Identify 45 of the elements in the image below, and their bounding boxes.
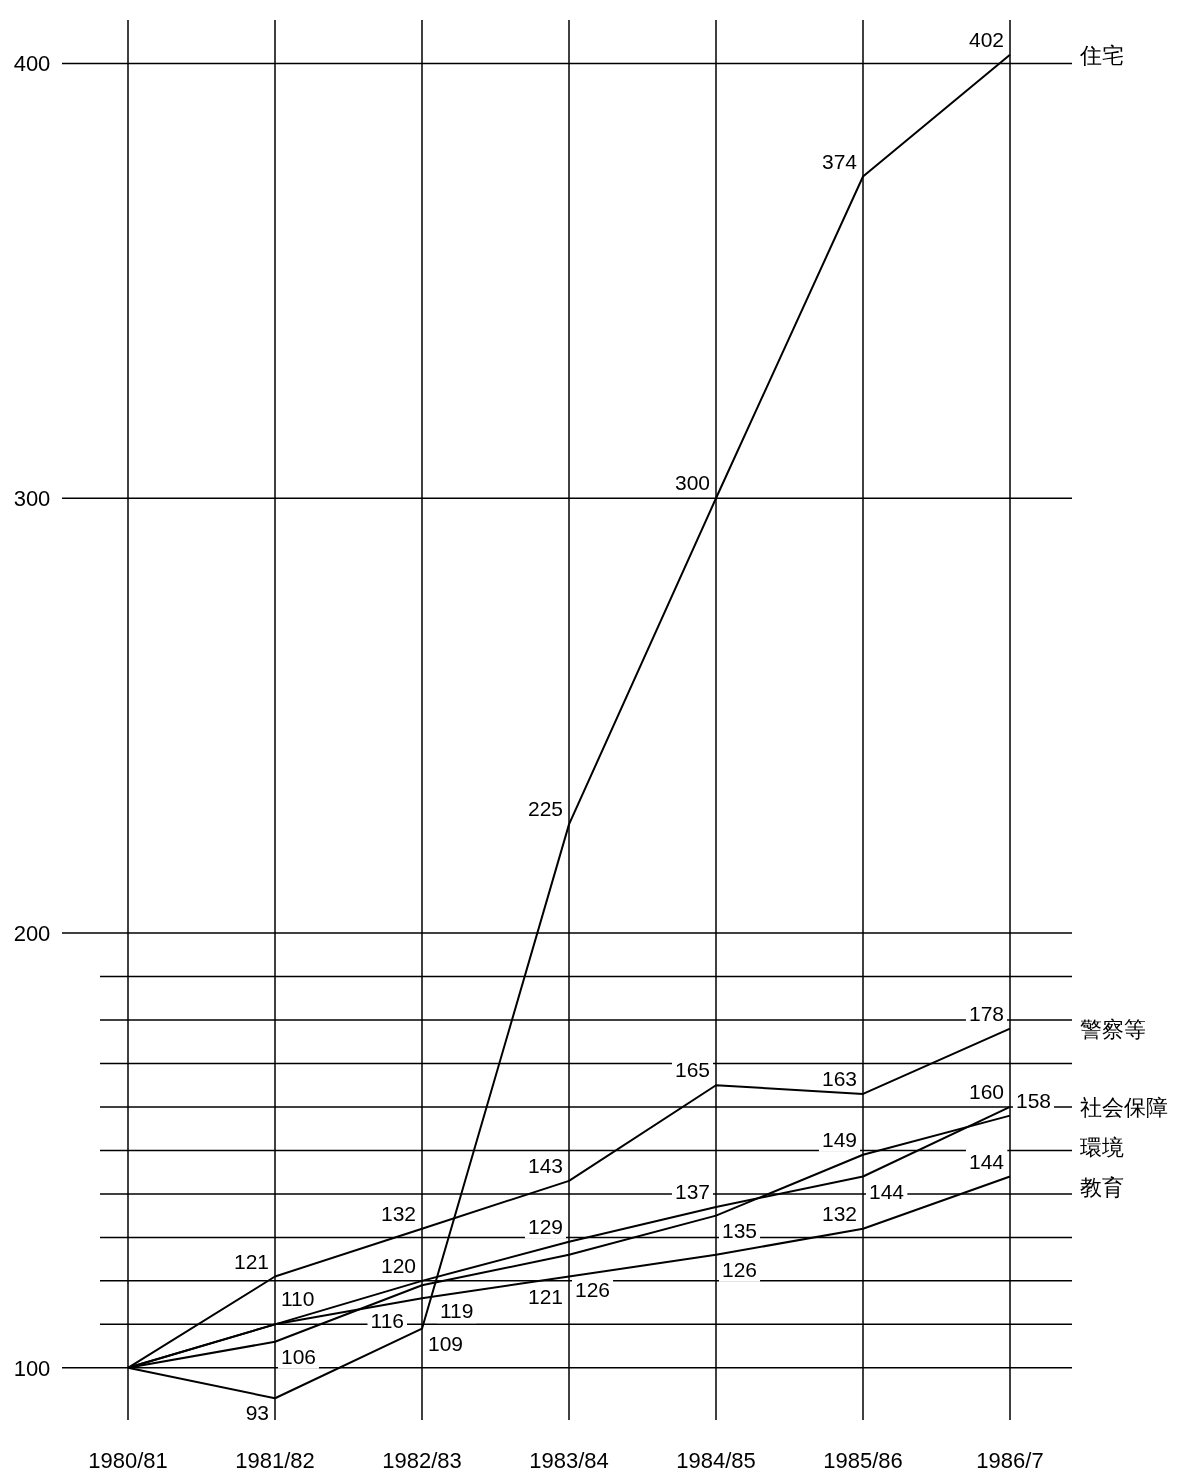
data-label: 300 [674, 471, 710, 495]
data-label: 132 [380, 1201, 416, 1225]
data-label: 110 [281, 1287, 315, 1311]
x-tick-label: 1985/86 [823, 1448, 903, 1473]
x-tick-label: 1986/7 [976, 1448, 1044, 1473]
x-tick-label: 1982/83 [382, 1448, 462, 1473]
y-tick-label: 100 [13, 1355, 51, 1381]
data-label: 165 [674, 1058, 710, 1082]
text: 社会保障 [1080, 1094, 1168, 1120]
data-label: 160 [968, 1079, 1004, 1103]
x-tick-label: 1981/82 [235, 1448, 315, 1473]
data-label: 129 [527, 1214, 563, 1238]
data-label: 121 [527, 1284, 563, 1308]
data-label: 374 [821, 149, 858, 173]
data-label: 116 [370, 1309, 404, 1333]
y-tick-label: 300 [13, 486, 51, 512]
data-label: 135 [722, 1218, 758, 1242]
data-label: 119 [440, 1299, 474, 1323]
data-label: 126 [575, 1277, 611, 1301]
data-label: 143 [527, 1153, 563, 1177]
data-label: 402 [968, 27, 1004, 51]
data-label: 120 [380, 1253, 416, 1277]
data-label: 163 [821, 1066, 857, 1090]
data-label: 137 [674, 1179, 710, 1203]
data-label: 126 [722, 1257, 758, 1281]
data-label: 109 [428, 1331, 464, 1355]
text: 環境 [1080, 1134, 1124, 1160]
data-label: 149 [821, 1127, 857, 1151]
data-label: 178 [968, 1001, 1004, 1025]
x-tick-label: 1983/84 [529, 1448, 609, 1473]
data-label: 132 [821, 1201, 857, 1225]
text: 教育 [1080, 1174, 1124, 1200]
data-label: 225 [527, 797, 563, 821]
x-tick-label: 1980/81 [88, 1448, 168, 1473]
data-label: 106 [281, 1344, 317, 1368]
y-tick-label: 200 [13, 921, 51, 947]
data-label: 121 [233, 1249, 269, 1273]
data-label: 158 [1016, 1088, 1052, 1112]
text: 警察等 [1080, 1016, 1146, 1042]
data-label: 144 [869, 1179, 905, 1203]
text: 住宅 [1079, 42, 1124, 68]
data-label: 144 [968, 1149, 1005, 1173]
x-tick-label: 1984/85 [676, 1448, 756, 1473]
y-tick-label: 400 [13, 51, 51, 77]
data-label: 93 [245, 1401, 269, 1425]
